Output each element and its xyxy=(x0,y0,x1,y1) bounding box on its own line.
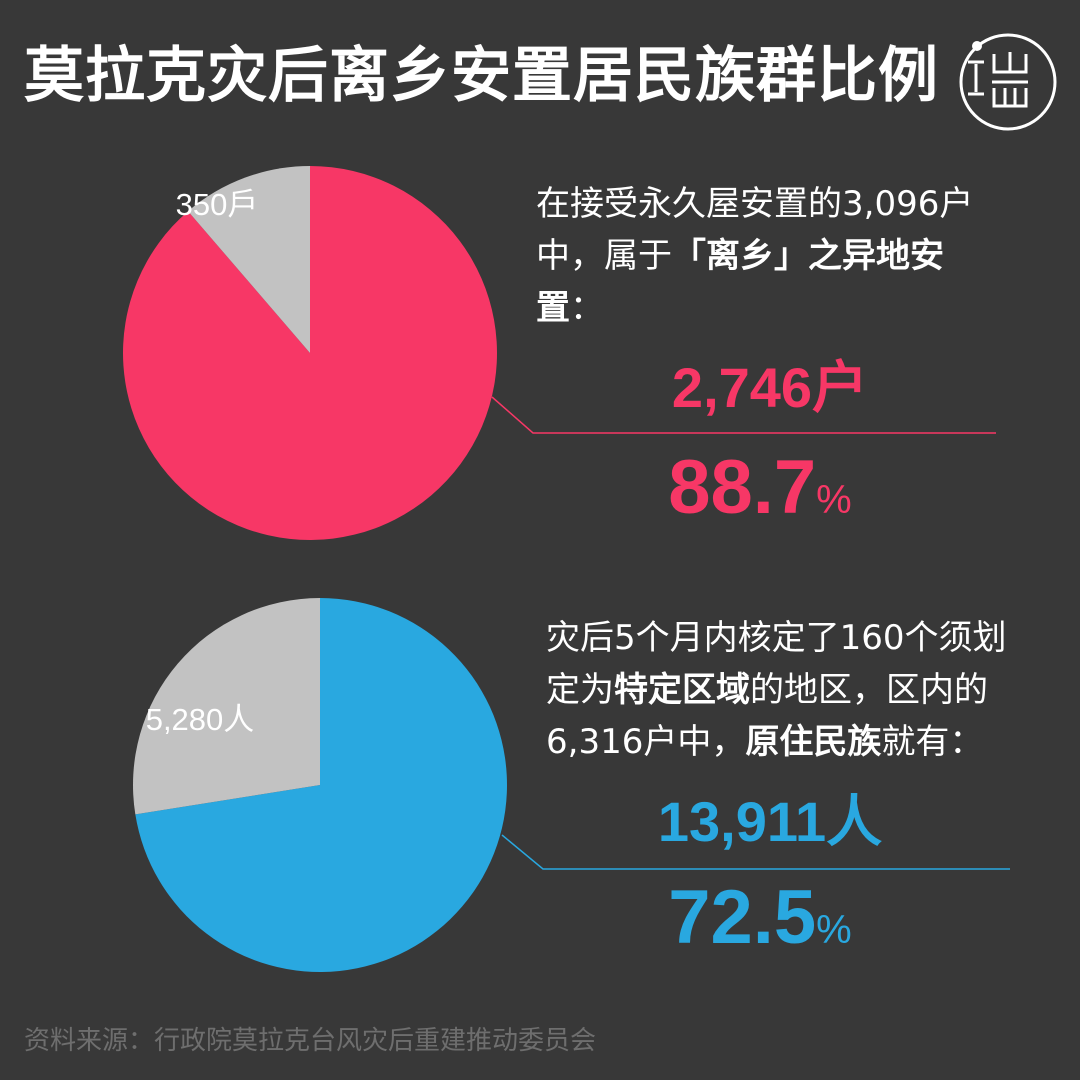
description-2-text-a: 灾后5个月内核定了160个须划定为 xyxy=(546,618,1007,710)
pie-chart-households: 350戶 xyxy=(123,166,497,540)
indigenous-count: 13,911人 xyxy=(657,790,883,853)
pie-slice-2 xyxy=(133,598,320,815)
description-1-bold: 「离乡」之异地安置 xyxy=(536,236,944,328)
page-title: 莫拉克灾后离乡安置居民族群比例 xyxy=(24,41,939,111)
indigenous-percent: 72.5% xyxy=(580,878,940,970)
description-2-text-c: 就有： xyxy=(881,722,984,762)
description-1: 在接受永久屋安置的3,096户中，属于「离乡」之异地安置： xyxy=(536,178,1006,334)
source-note: 资料来源：行政院莫拉克台风灾后重建推动委员会 xyxy=(24,1026,597,1056)
household-count: 2,746户 xyxy=(671,356,869,419)
pie-slice-2 xyxy=(188,166,310,353)
pie-slice-label: 350戶 xyxy=(176,187,259,222)
household-percent: 88.7% xyxy=(580,448,940,540)
household-percent-value: 88.7 xyxy=(668,445,817,530)
description-1-text-a: 在接受永久屋安置的3,096户中，属于 xyxy=(536,184,974,276)
description-1-text-b: ： xyxy=(570,288,604,328)
pie-chart-indigenous: 5,280人 xyxy=(133,598,507,972)
description-2: 灾后5个月内核定了160个须划定为特定区域的地区，区内的6,316户中，原住民族… xyxy=(546,612,1016,768)
indigenous-percent-value: 72.5 xyxy=(668,875,817,960)
indigenous-percent-unit: % xyxy=(816,908,852,952)
pie-slice-label: 5,280人 xyxy=(146,702,255,737)
household-percent-unit: % xyxy=(816,478,852,522)
description-2-bold-1: 特定区域 xyxy=(614,670,750,710)
description-2-text-b: 的地区，区内的6,316户中， xyxy=(546,670,988,762)
theinitium-logo-icon xyxy=(959,33,1057,131)
description-2-bold-2: 原住民族 xyxy=(745,722,882,762)
pie-slice-1 xyxy=(135,598,507,972)
